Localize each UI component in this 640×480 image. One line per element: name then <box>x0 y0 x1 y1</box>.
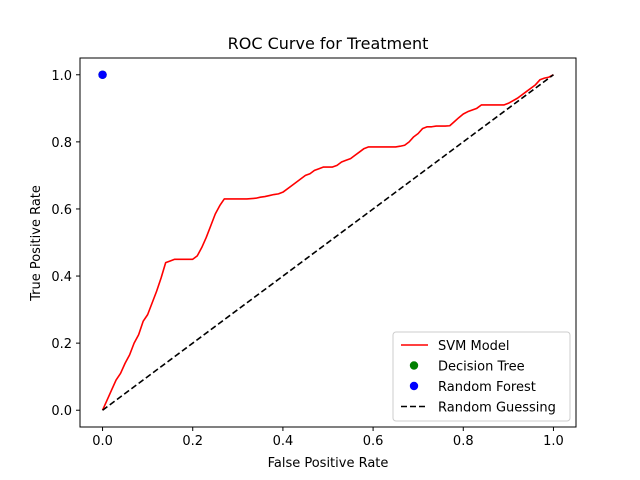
svm-model-line <box>101 74 554 411</box>
x-tick-label: 0.8 <box>453 434 474 449</box>
legend: SVM Model Decision Tree Random Forest Rando… <box>392 331 571 422</box>
legend-swatch-random-forest <box>409 381 419 391</box>
y-tick-label: 0.8 <box>51 136 72 151</box>
legend-label-random-guessing: Random Guessing <box>438 401 556 416</box>
y-tick-label: 0.2 <box>51 337 72 352</box>
chart-title: ROC Curve for Treatment <box>228 34 429 53</box>
y-tick-label: 0.0 <box>51 404 72 419</box>
legend-swatch-decision-tree <box>409 361 419 370</box>
legend-label-svm-model: SVM Model <box>438 339 510 354</box>
y-tick-label: 1.0 <box>51 69 72 84</box>
legend-label-decision-tree: Decision Tree <box>438 360 525 375</box>
x-tick-label: 1.0 <box>543 434 564 449</box>
x-tick-label: 0.0 <box>92 434 113 449</box>
axes-frame <box>79 57 577 428</box>
x-axis-label: False Positive Rate <box>268 456 389 471</box>
y-tick-label: 0.4 <box>51 270 72 285</box>
legend-label-random-forest: Random Forest <box>438 380 536 395</box>
y-tick-label: 0.6 <box>51 203 72 218</box>
random-guessing-line <box>102 74 554 411</box>
random-forest-point <box>98 70 107 79</box>
x-tick-label: 0.6 <box>363 434 384 449</box>
x-tick-label: 0.4 <box>273 434 294 449</box>
plot-area <box>98 70 554 411</box>
axis-ticks: 0.0 0.2 0.4 0.6 0.8 1.0 0.0 0.2 0.4 0.6 0.8 1.0 <box>51 69 563 449</box>
y-axis-label: True Positive Rate <box>29 185 44 302</box>
x-tick-label: 0.2 <box>182 434 203 449</box>
legend-box <box>392 331 571 422</box>
